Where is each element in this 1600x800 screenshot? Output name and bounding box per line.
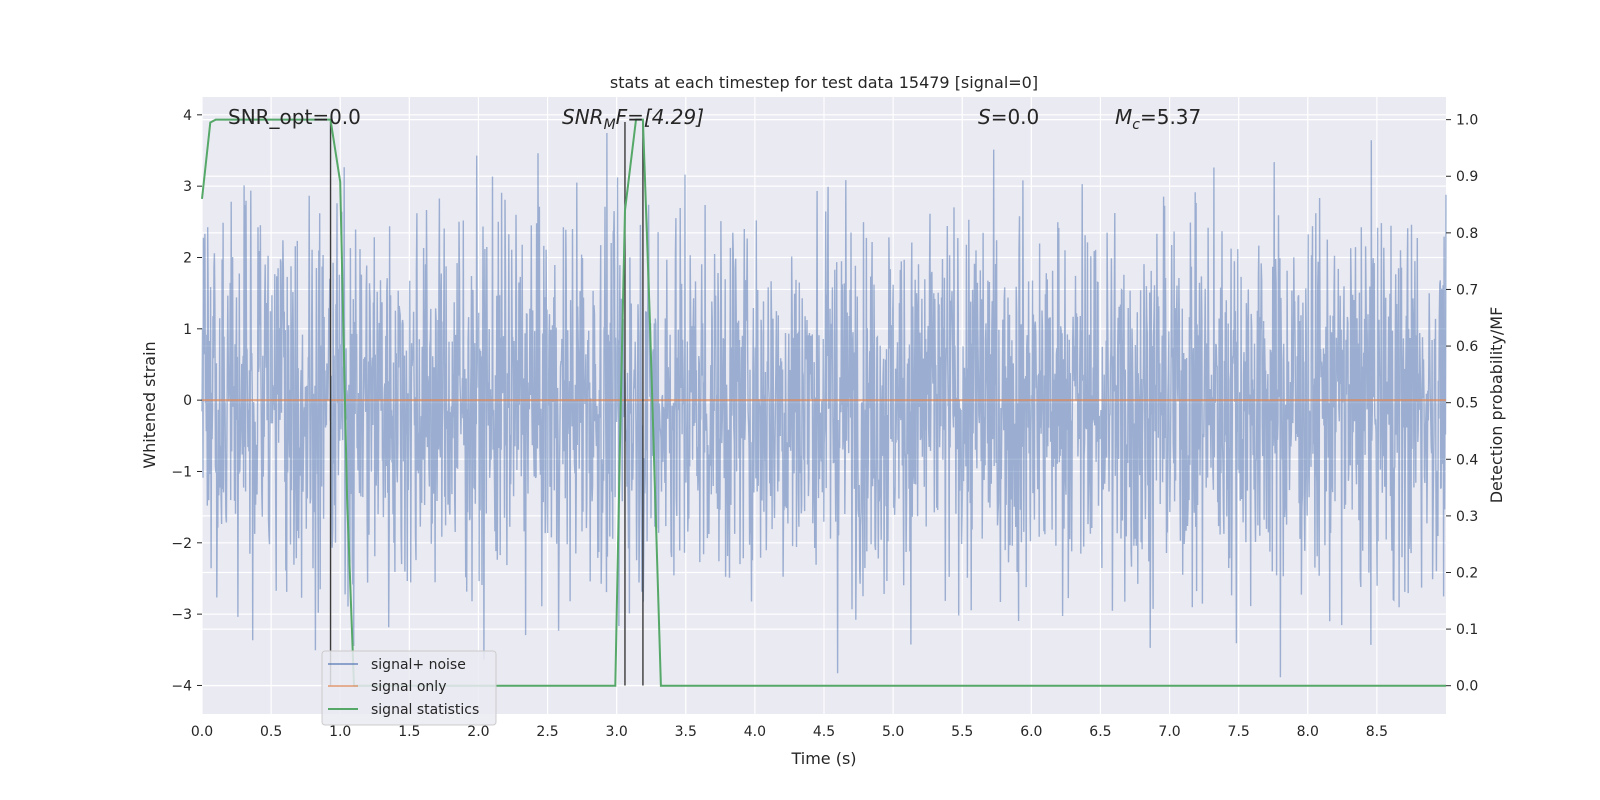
y-tick-label: −1 <box>171 464 192 480</box>
x-tick-label: 2.0 <box>467 724 489 740</box>
y-tick-label: 1 <box>183 322 192 338</box>
y2-tick-label: 0.8 <box>1456 226 1478 242</box>
x-tick-label: 6.0 <box>1020 724 1042 740</box>
y2-tick-label: 0.6 <box>1456 339 1478 355</box>
legend: signal+ noise signal only signal statist… <box>321 650 497 726</box>
x-tick-label: 1.5 <box>398 724 420 740</box>
x-tick-label: 2.5 <box>536 724 558 740</box>
y2-tick-label: 0.1 <box>1456 622 1478 638</box>
x-tick-label: 1.0 <box>329 724 351 740</box>
chart-title: stats at each timestep for test data 154… <box>610 73 1038 92</box>
signal-noise-series <box>201 132 1447 678</box>
legend-label-signal-noise: signal+ noise <box>371 657 466 673</box>
annotation-snr-opt: SNR_opt=0.0 <box>228 105 361 129</box>
y2-tick-label: 0.4 <box>1456 452 1478 468</box>
legend-label-signal-only: signal only <box>371 679 446 695</box>
y-tick-label: −2 <box>171 536 192 552</box>
y-axis-ticks: 4 3 2 1 0 −1 −2 −3 −4 <box>171 108 202 694</box>
y2-tick-label: 0.5 <box>1456 396 1478 412</box>
y2-tick-label: 1.0 <box>1456 113 1478 129</box>
x-tick-label: 0.5 <box>260 724 282 740</box>
s-symbol: S <box>978 105 991 129</box>
y2-tick-label: 0.2 <box>1456 565 1478 581</box>
y-tick-label: 3 <box>183 179 192 195</box>
x-tick-label: 3.5 <box>675 724 697 740</box>
snr-mf-rest: F=[4.29] <box>616 105 704 129</box>
y2-axis-ticks: 1.0 0.9 0.8 0.7 0.6 0.5 0.4 0.3 0.2 0.1 0.0 <box>1446 113 1478 695</box>
legend-label-signal-statistics: signal statistics <box>371 702 479 718</box>
x-tick-label: 8.0 <box>1297 724 1319 740</box>
x-tick-label: 5.5 <box>951 724 973 740</box>
y-tick-label: 0 <box>183 393 192 409</box>
y-axis-label: Whitened strain <box>140 341 159 468</box>
x-axis-ticks: 0.0 0.5 1.0 1.5 2.0 2.5 3.0 3.5 4.0 4.5 5.0 5.5 6.0 6… <box>191 724 1388 740</box>
x-tick-label: 3.0 <box>606 724 628 740</box>
x-tick-label: 4.5 <box>813 724 835 740</box>
signal-noise-line <box>201 132 1447 678</box>
y2-tick-label: 0.7 <box>1456 282 1478 298</box>
y-tick-label: −4 <box>171 678 192 694</box>
legend-box <box>321 650 497 726</box>
y2-tick-label: 0.9 <box>1456 169 1478 185</box>
x-tick-label: 7.5 <box>1228 724 1250 740</box>
s-rest: =0.0 <box>991 105 1040 129</box>
x-axis-label: Time (s) <box>790 749 856 768</box>
snr-mf-symbol: SNR <box>562 105 604 129</box>
x-tick-label: 0.0 <box>191 724 213 740</box>
y2-tick-label: 0.3 <box>1456 509 1478 525</box>
x-tick-label: 7.0 <box>1158 724 1180 740</box>
y2-tick-label: 0.0 <box>1456 679 1478 695</box>
signal-statistics-line <box>201 118 1446 687</box>
annotation-mc: Mc=5.37 <box>1115 105 1201 133</box>
x-tick-label: 4.0 <box>744 724 766 740</box>
mc-symbol: M <box>1115 105 1132 129</box>
x-tick-label: 6.5 <box>1089 724 1111 740</box>
annotation-snr-mf: SNRMF=[4.29] <box>562 105 704 133</box>
mc-rest: =5.37 <box>1140 105 1201 129</box>
x-tick-label: 5.0 <box>882 724 904 740</box>
snr-mf-subscript: M <box>604 117 616 133</box>
signal-statistics-series <box>201 118 1446 687</box>
y-tick-label: −3 <box>171 607 192 623</box>
y-tick-label: 2 <box>183 250 192 266</box>
y-tick-label: 4 <box>183 108 192 124</box>
y2-axis-label: Detection probability/MF <box>1487 307 1506 504</box>
x-tick-label: 8.5 <box>1366 724 1388 740</box>
annotation-s: S=0.0 <box>978 105 1039 129</box>
mc-subscript: c <box>1132 117 1140 133</box>
